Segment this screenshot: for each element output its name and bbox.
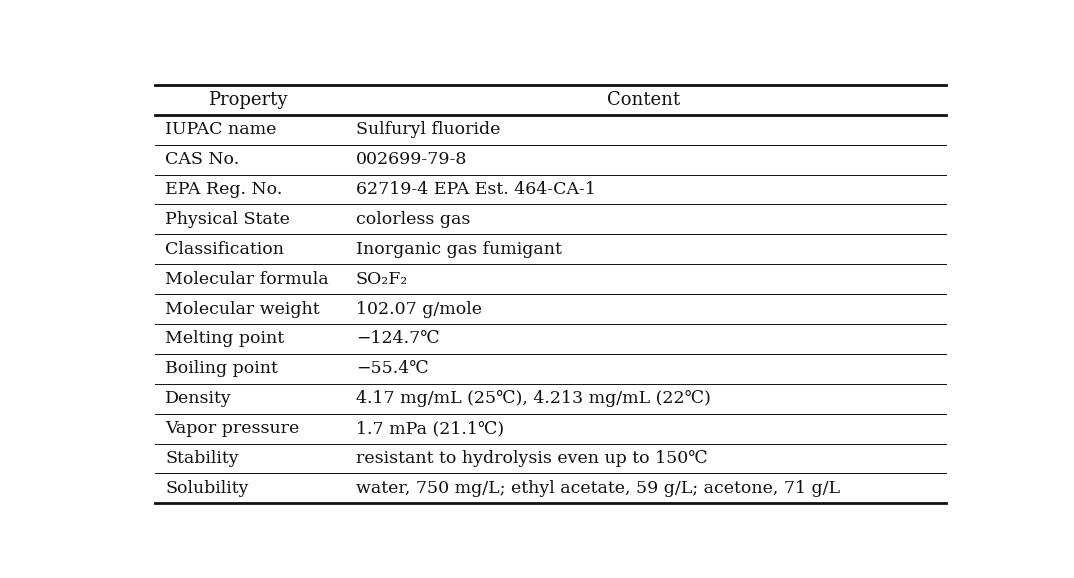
- Text: Property: Property: [208, 91, 288, 109]
- Text: Melting point: Melting point: [165, 331, 285, 347]
- Text: Stability: Stability: [165, 450, 238, 467]
- Text: colorless gas: colorless gas: [355, 211, 470, 228]
- Text: Inorganic gas fumigant: Inorganic gas fumigant: [355, 241, 562, 258]
- Text: 1.7 mPa (21.1℃): 1.7 mPa (21.1℃): [355, 420, 504, 437]
- Text: −55.4℃: −55.4℃: [355, 360, 429, 377]
- Text: EPA Reg. No.: EPA Reg. No.: [165, 181, 282, 198]
- Text: Content: Content: [607, 91, 680, 109]
- Text: Sulfuryl fluoride: Sulfuryl fluoride: [355, 121, 500, 138]
- Text: Vapor pressure: Vapor pressure: [165, 420, 300, 437]
- Text: Molecular formula: Molecular formula: [165, 271, 329, 288]
- Text: Classification: Classification: [165, 241, 284, 258]
- Text: 62719-4 EPA Est. 464-CA-1: 62719-4 EPA Est. 464-CA-1: [355, 181, 596, 198]
- Text: Physical State: Physical State: [165, 211, 290, 228]
- Text: Boiling point: Boiling point: [165, 360, 278, 377]
- Text: water, 750 mg/L; ethyl acetate, 59 g/L; acetone, 71 g/L: water, 750 mg/L; ethyl acetate, 59 g/L; …: [355, 480, 840, 497]
- Text: resistant to hydrolysis even up to 150℃: resistant to hydrolysis even up to 150℃: [355, 450, 708, 467]
- Text: 002699-79-8: 002699-79-8: [355, 151, 467, 168]
- Text: 102.07 g/mole: 102.07 g/mole: [355, 301, 482, 317]
- Text: Solubility: Solubility: [165, 480, 248, 497]
- Text: −124.7℃: −124.7℃: [355, 331, 439, 347]
- Text: SO₂F₂: SO₂F₂: [355, 271, 408, 288]
- Text: IUPAC name: IUPAC name: [165, 121, 276, 138]
- Text: Density: Density: [165, 390, 232, 407]
- Text: Molecular weight: Molecular weight: [165, 301, 320, 317]
- Text: 4.17 mg/mL (25℃), 4.213 mg/mL (22℃): 4.17 mg/mL (25℃), 4.213 mg/mL (22℃): [355, 390, 711, 407]
- Text: CAS No.: CAS No.: [165, 151, 240, 168]
